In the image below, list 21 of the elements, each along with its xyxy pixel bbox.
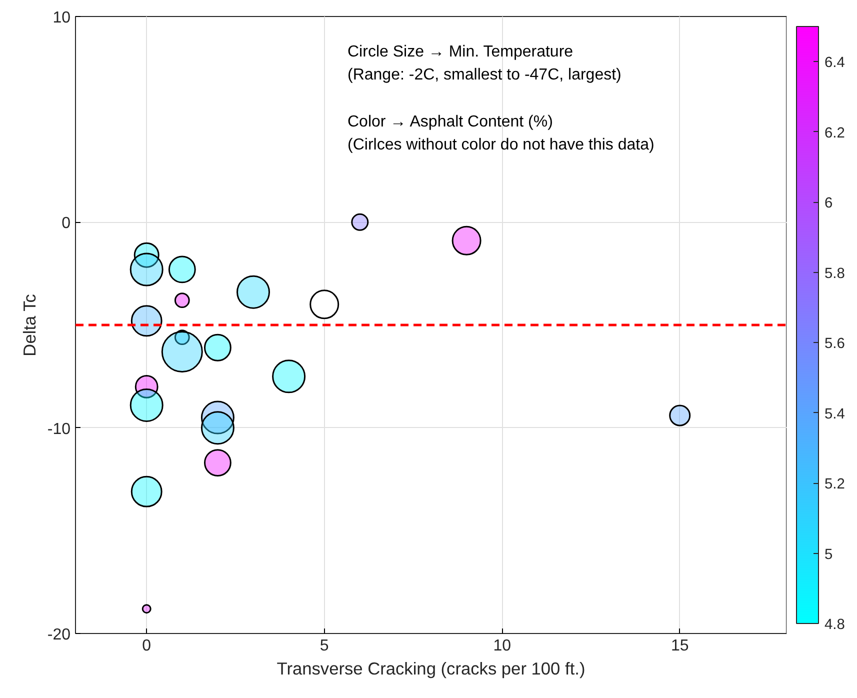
color-bar-label: 5.4 — [824, 406, 845, 422]
x-axis-title: Transverse Cracking (cracks per 100 ft.) — [276, 658, 586, 678]
color-bar-label: 5.8 — [824, 266, 845, 282]
color-bar-label: 5.6 — [824, 336, 845, 352]
color-bar-label: 6.2 — [824, 125, 845, 142]
color-bar-label: 6 — [824, 196, 833, 212]
y-tick-label: 0 — [62, 215, 71, 232]
annotation: Circle Size → Min. Temperature (Range: -2C, smallest to -47C, largest) — [348, 44, 622, 84]
annotation: Color → Asphalt Content (%) (Cirlces without color do not have this data) — [348, 114, 654, 154]
color-bar-label: 5 — [824, 546, 833, 563]
color-bar-label: 6.4 — [824, 55, 845, 72]
y-tick-label: -20 — [47, 626, 71, 644]
x-tick-label: 0 — [142, 638, 152, 654]
color-bar-label: 4.8 — [824, 617, 845, 633]
x-tick-label: 5 — [320, 638, 329, 654]
y-axis-title: Delta Tc — [19, 294, 40, 356]
y-tick-label: 10 — [52, 10, 71, 26]
color-bar-label: 5.2 — [824, 476, 845, 493]
y-tick-label: -10 — [47, 420, 71, 438]
x-tick-label: 15 — [670, 638, 689, 654]
x-tick-label: 10 — [493, 638, 512, 654]
